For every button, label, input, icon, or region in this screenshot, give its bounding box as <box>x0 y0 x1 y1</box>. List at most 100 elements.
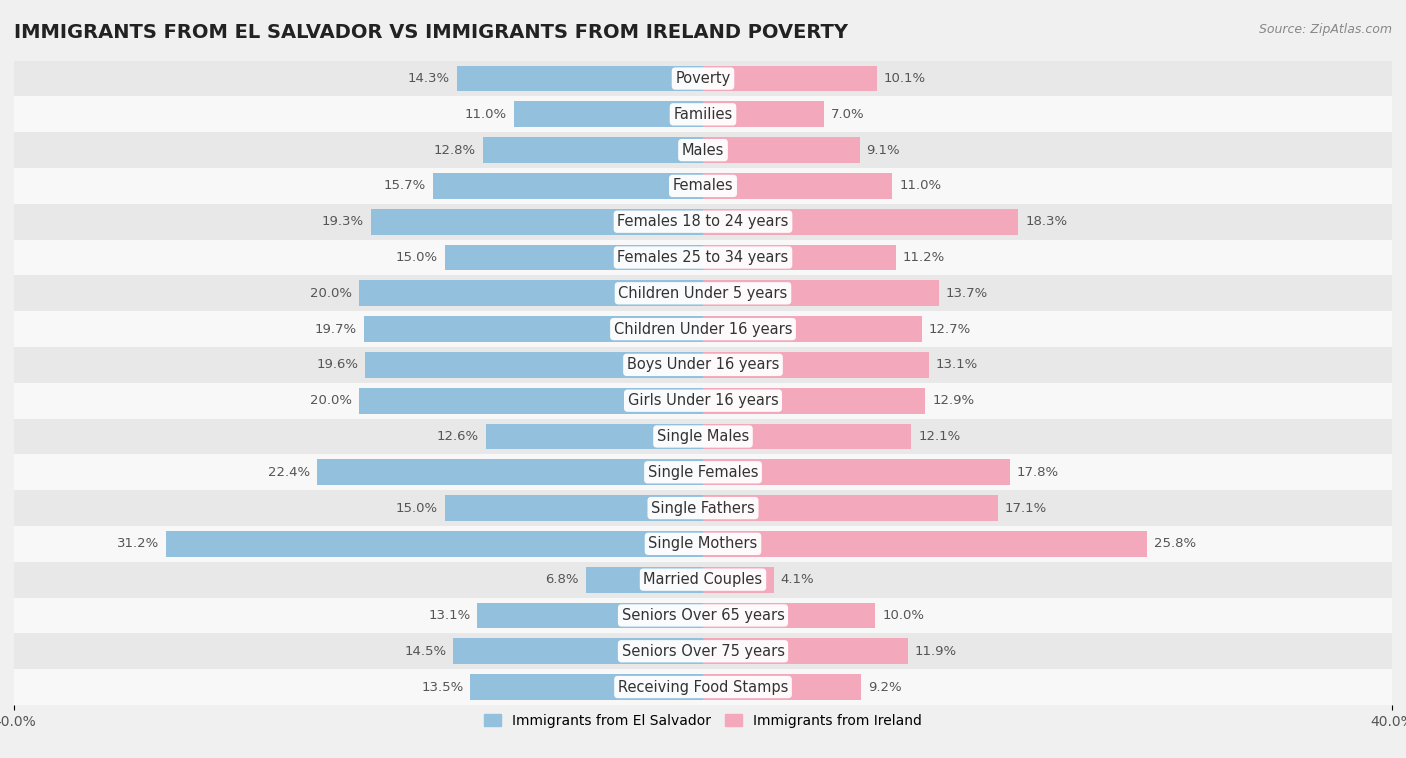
Bar <box>366 352 703 377</box>
Bar <box>703 280 939 306</box>
Text: Receiving Food Stamps: Receiving Food Stamps <box>617 679 789 694</box>
Text: 19.7%: 19.7% <box>315 323 357 336</box>
Text: 4.1%: 4.1% <box>780 573 814 586</box>
Bar <box>703 424 911 449</box>
Bar <box>14 669 1392 705</box>
Text: Single Mothers: Single Mothers <box>648 537 758 551</box>
Text: 13.1%: 13.1% <box>935 359 977 371</box>
Bar <box>703 603 875 628</box>
Bar <box>703 388 925 414</box>
Bar <box>703 316 922 342</box>
Bar <box>371 208 703 235</box>
Bar <box>359 280 703 306</box>
Text: 22.4%: 22.4% <box>269 465 311 479</box>
Bar <box>444 245 703 271</box>
Bar <box>703 208 1018 235</box>
Text: 17.8%: 17.8% <box>1017 465 1059 479</box>
Bar <box>14 634 1392 669</box>
Text: 15.0%: 15.0% <box>395 251 437 264</box>
Text: 15.0%: 15.0% <box>395 502 437 515</box>
Bar <box>14 61 1392 96</box>
Bar <box>703 102 824 127</box>
Text: 14.3%: 14.3% <box>408 72 450 85</box>
Bar <box>703 638 908 664</box>
Text: Girls Under 16 years: Girls Under 16 years <box>627 393 779 409</box>
Text: Families: Families <box>673 107 733 122</box>
Text: 11.0%: 11.0% <box>464 108 506 121</box>
Bar <box>703 352 928 377</box>
Text: 12.8%: 12.8% <box>433 143 475 157</box>
Text: Children Under 5 years: Children Under 5 years <box>619 286 787 301</box>
Text: Single Fathers: Single Fathers <box>651 500 755 515</box>
Bar <box>471 674 703 700</box>
Text: 12.9%: 12.9% <box>932 394 974 407</box>
Bar <box>586 567 703 593</box>
Text: Females 25 to 34 years: Females 25 to 34 years <box>617 250 789 265</box>
Bar <box>14 96 1392 132</box>
Bar <box>703 567 773 593</box>
Bar <box>433 173 703 199</box>
Text: 7.0%: 7.0% <box>831 108 865 121</box>
Text: 20.0%: 20.0% <box>309 287 352 300</box>
Text: 13.1%: 13.1% <box>429 609 471 622</box>
Text: 12.7%: 12.7% <box>928 323 972 336</box>
Bar <box>703 66 877 92</box>
Bar <box>478 603 703 628</box>
Text: 19.6%: 19.6% <box>316 359 359 371</box>
Text: Poverty: Poverty <box>675 71 731 86</box>
Bar <box>703 245 896 271</box>
Text: 25.8%: 25.8% <box>1154 537 1197 550</box>
Bar <box>482 137 703 163</box>
Bar <box>703 173 893 199</box>
Text: Boys Under 16 years: Boys Under 16 years <box>627 357 779 372</box>
Text: 13.7%: 13.7% <box>946 287 988 300</box>
Text: 14.5%: 14.5% <box>405 645 446 658</box>
Bar <box>703 674 862 700</box>
Text: 15.7%: 15.7% <box>384 180 426 193</box>
Text: 11.2%: 11.2% <box>903 251 945 264</box>
Text: 10.0%: 10.0% <box>882 609 924 622</box>
Text: Single Females: Single Females <box>648 465 758 480</box>
Text: 31.2%: 31.2% <box>117 537 159 550</box>
Bar <box>14 275 1392 312</box>
Bar <box>166 531 703 556</box>
Text: 19.3%: 19.3% <box>322 215 364 228</box>
Bar <box>364 316 703 342</box>
Bar <box>14 526 1392 562</box>
Bar <box>14 418 1392 454</box>
Text: Males: Males <box>682 143 724 158</box>
Bar <box>14 454 1392 490</box>
Legend: Immigrants from El Salvador, Immigrants from Ireland: Immigrants from El Salvador, Immigrants … <box>479 708 927 734</box>
Text: Seniors Over 65 years: Seniors Over 65 years <box>621 608 785 623</box>
Bar <box>453 638 703 664</box>
Text: Females 18 to 24 years: Females 18 to 24 years <box>617 215 789 229</box>
Bar <box>14 383 1392 418</box>
Text: 9.2%: 9.2% <box>869 681 903 694</box>
Bar <box>14 597 1392 634</box>
Text: 9.1%: 9.1% <box>866 143 900 157</box>
Text: 11.9%: 11.9% <box>915 645 957 658</box>
Text: Source: ZipAtlas.com: Source: ZipAtlas.com <box>1258 23 1392 36</box>
Bar <box>486 424 703 449</box>
Bar <box>513 102 703 127</box>
Bar <box>14 240 1392 275</box>
Bar <box>14 490 1392 526</box>
Bar <box>703 495 997 521</box>
Text: 6.8%: 6.8% <box>546 573 579 586</box>
Bar <box>457 66 703 92</box>
Text: Married Couples: Married Couples <box>644 572 762 587</box>
Bar <box>14 168 1392 204</box>
Bar <box>14 347 1392 383</box>
Bar <box>703 137 859 163</box>
Text: 10.1%: 10.1% <box>884 72 927 85</box>
Bar <box>14 312 1392 347</box>
Bar <box>444 495 703 521</box>
Text: 11.0%: 11.0% <box>900 180 942 193</box>
Text: 12.6%: 12.6% <box>437 430 479 443</box>
Bar <box>14 204 1392 240</box>
Text: 20.0%: 20.0% <box>309 394 352 407</box>
Text: 12.1%: 12.1% <box>918 430 960 443</box>
Text: Females: Females <box>672 178 734 193</box>
Bar <box>703 459 1010 485</box>
Bar <box>14 562 1392 597</box>
